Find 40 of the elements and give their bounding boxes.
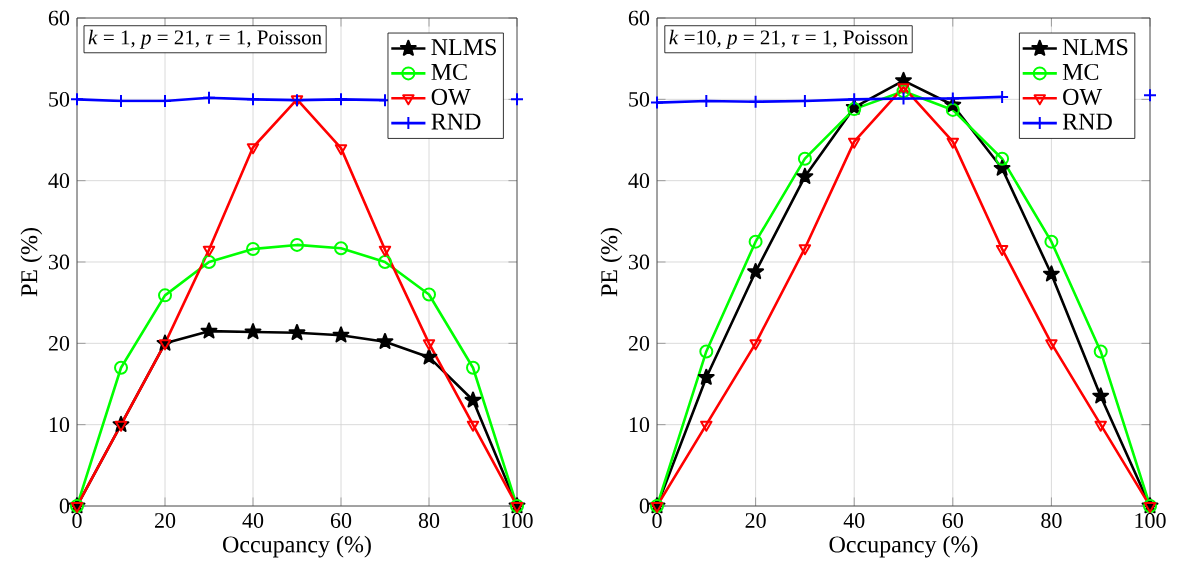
y-tick-label: 50: [49, 91, 70, 107]
y-tick-label: 0: [59, 498, 70, 514]
y-tick-label: 40: [48, 173, 70, 189]
legend-label: RND: [1062, 113, 1112, 130]
x-tick-label: 0: [652, 513, 662, 528]
x-axis-title: Occupancy (%): [829, 535, 978, 558]
legend-label: OW: [431, 88, 471, 106]
legend-label: NLMS: [431, 39, 496, 56]
y-axis-title: PE (%): [20, 228, 43, 297]
x-tick-label: 100: [1135, 513, 1166, 528]
y-tick-label: 20: [628, 335, 650, 351]
x-tick-label: 60: [942, 513, 963, 528]
y-axis-title: PE (%): [600, 228, 623, 297]
x-tick-label: 0: [72, 513, 82, 528]
y-tick-label: 30: [629, 254, 650, 270]
legend-label: MC: [1062, 63, 1099, 81]
legend-label: RND: [431, 113, 481, 130]
x-tick-label: 80: [1041, 513, 1062, 528]
y-tick-label: 40: [628, 173, 650, 189]
x-tick-label: 20: [745, 513, 766, 528]
x-tick-label: 40: [242, 513, 264, 528]
legend-label: OW: [1063, 88, 1103, 106]
annotation: k = 1, p = 21, τ = 1, Poisson: [88, 29, 322, 49]
y-tick-label: 50: [629, 91, 650, 107]
x-axis-title: Occupancy (%): [223, 535, 371, 558]
x-tick-label: 40: [843, 513, 865, 528]
x-tick-label: 100: [502, 513, 533, 528]
x-tick-label: 80: [418, 513, 440, 528]
y-tick-label: 30: [49, 254, 70, 270]
y-tick-label: 10: [629, 417, 650, 433]
legend-label: MC: [431, 63, 467, 81]
y-tick-label: 20: [48, 335, 70, 351]
y-tick-label: 10: [49, 417, 70, 433]
legend-label: NLMS: [1062, 39, 1128, 56]
annotation: k =10, p = 21, τ = 1, Poisson: [669, 29, 908, 49]
x-tick-label: 60: [330, 513, 352, 528]
y-tick-label: 60: [628, 10, 650, 26]
x-tick-label: 20: [154, 513, 176, 528]
y-tick-label: 60: [48, 10, 70, 26]
y-tick-label: 0: [639, 498, 650, 514]
